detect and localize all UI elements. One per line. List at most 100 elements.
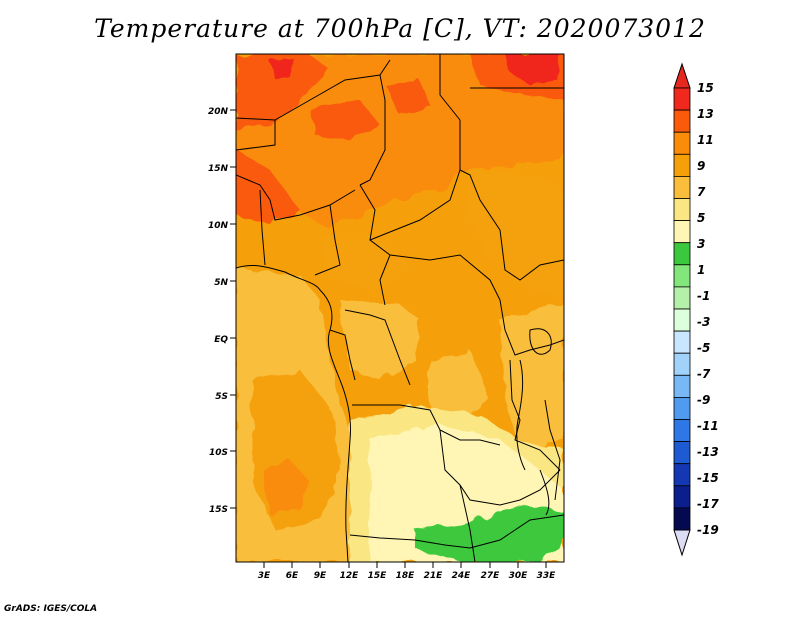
border-malawi	[544, 399, 561, 501]
border-sudan-ethiopia	[459, 169, 564, 281]
colorbar-label-neg1: -1	[697, 289, 710, 303]
field-atlantic-11	[262, 460, 308, 515]
colorbar-label-15: 15	[697, 81, 714, 95]
colorbar-box	[673, 175, 691, 199]
map-frame	[235, 53, 565, 563]
border-niger-chad	[359, 74, 386, 186]
colorbar-box	[673, 330, 691, 354]
colorbar-box	[673, 131, 691, 155]
border-mali-mauritania	[236, 117, 276, 121]
colorbar-label-9: 9	[697, 159, 705, 173]
colorbar-box	[673, 286, 691, 310]
border-car-south-sudan	[389, 254, 501, 301]
colorbar-label-1: 1	[697, 263, 705, 277]
lat-label-5n: 5N	[214, 278, 228, 288]
colorbar-label-neg7: -7	[697, 367, 711, 381]
lon-label-3e: 3E	[258, 571, 271, 581]
field-hot-15-nw	[270, 60, 295, 78]
colorbar-box	[673, 463, 691, 487]
colorbar-label-neg5: -5	[697, 341, 710, 355]
colorbar-box	[673, 485, 691, 509]
lon-label-21e: 21E	[424, 571, 444, 581]
field-ethiopia-9	[470, 170, 564, 300]
colorbar-label-11: 11	[697, 133, 714, 147]
colorbar-box	[673, 87, 691, 111]
field-sahel-11b	[236, 150, 564, 230]
field-sahara-13-central	[310, 100, 380, 140]
field-sahara-13-west	[236, 54, 330, 130]
lon-label-6e: 6E	[286, 571, 299, 581]
border-zambia	[439, 429, 561, 506]
colorbar-box	[673, 396, 691, 420]
colorbar-label-neg17: -17	[697, 497, 719, 511]
colorbar-label-13: 13	[697, 107, 714, 121]
field-east-7	[500, 300, 564, 450]
coastline-west	[236, 265, 351, 562]
field-south-1	[415, 505, 564, 562]
field-sahara-13-mid	[385, 80, 430, 115]
lat-label-5s: 5S	[215, 392, 228, 402]
colorbar-label-3: 3	[697, 237, 705, 251]
lake-victoria	[529, 328, 552, 355]
lon-label-15e: 15E	[368, 571, 388, 581]
colorbar-box	[673, 153, 691, 177]
field-central-7	[430, 350, 490, 420]
colorbar-box	[673, 109, 691, 133]
border-nigeria-cameroon	[314, 204, 341, 276]
map-title: Temperature at 700hPa [C], VT: 202007301…	[94, 14, 706, 43]
border-botswana	[459, 484, 476, 562]
colorbar-box	[673, 374, 691, 398]
field-sahara-13-sw	[236, 150, 300, 225]
colorbar-label-neg13: -13	[697, 445, 719, 459]
colorbar-label-5: 5	[697, 211, 705, 225]
colorbar-bottom-arrow	[673, 529, 691, 557]
temperature-field	[236, 54, 564, 562]
colorbar-box	[673, 419, 691, 443]
lake-tanganyika	[516, 359, 526, 471]
colorbar-label-neg15: -15	[697, 471, 719, 485]
border-namibia-botswana	[349, 514, 564, 549]
colorbar-label-neg9: -9	[697, 393, 710, 407]
lon-label-30e: 30E	[509, 571, 529, 581]
lat-label-15n: 15N	[208, 164, 229, 174]
colorbar-label-7: 7	[697, 185, 706, 199]
lat-label-10n: 10N	[208, 221, 229, 231]
border-congo	[344, 309, 411, 386]
border-chad-car	[359, 184, 391, 306]
colorbar-label-neg11: -11	[697, 419, 719, 433]
colorbar-label-neg3: -3	[697, 315, 710, 329]
lat-label-20n: 20N	[208, 107, 229, 117]
field-hot-15-ne	[505, 54, 560, 85]
lat-label-eq: EQ	[214, 335, 228, 345]
colorbar-box	[673, 507, 691, 531]
lat-label-15s: 15S	[209, 505, 228, 515]
lake-malawi	[539, 469, 550, 516]
colorbar: 15 13 11 9 7 5 3 1 -1 -3 -5 -7 -9 -11 -1…	[673, 62, 719, 557]
colorbar-box	[673, 352, 691, 376]
border-uganda-kenya	[499, 299, 564, 356]
border-gabon	[329, 329, 356, 381]
country-borders	[236, 54, 564, 562]
colorbar-top-arrow	[673, 62, 691, 89]
lon-label-12e: 12E	[340, 571, 360, 581]
lon-label-33e: 33E	[537, 571, 557, 581]
longitude-axis: 3E 6E 9E 12E 15E 18E 21E 24E 27E 30E 33E	[258, 562, 556, 581]
colorbar-label-neg19: -19	[697, 523, 719, 537]
colorbar-box	[673, 308, 691, 332]
lon-label-9e: 9E	[314, 571, 327, 581]
lon-label-27e: 27E	[481, 571, 501, 581]
colorbar-box	[673, 198, 691, 222]
colorbar-box	[673, 441, 691, 465]
border-ghana	[259, 189, 266, 266]
colorbar-box	[673, 220, 691, 244]
lon-label-24e: 24E	[452, 571, 472, 581]
colorbar-box	[673, 264, 691, 288]
grads-credit: GrADS: IGES/COLA	[4, 604, 98, 614]
border-tanzania	[509, 359, 561, 471]
field-cameroon-9	[320, 235, 410, 290]
lon-label-18e: 18E	[396, 571, 416, 581]
lat-label-10s: 10S	[209, 448, 228, 458]
colorbar-box	[673, 242, 691, 266]
latitude-axis: 20N 15N 10N 5N EQ 5S 10S 15S	[208, 107, 236, 515]
